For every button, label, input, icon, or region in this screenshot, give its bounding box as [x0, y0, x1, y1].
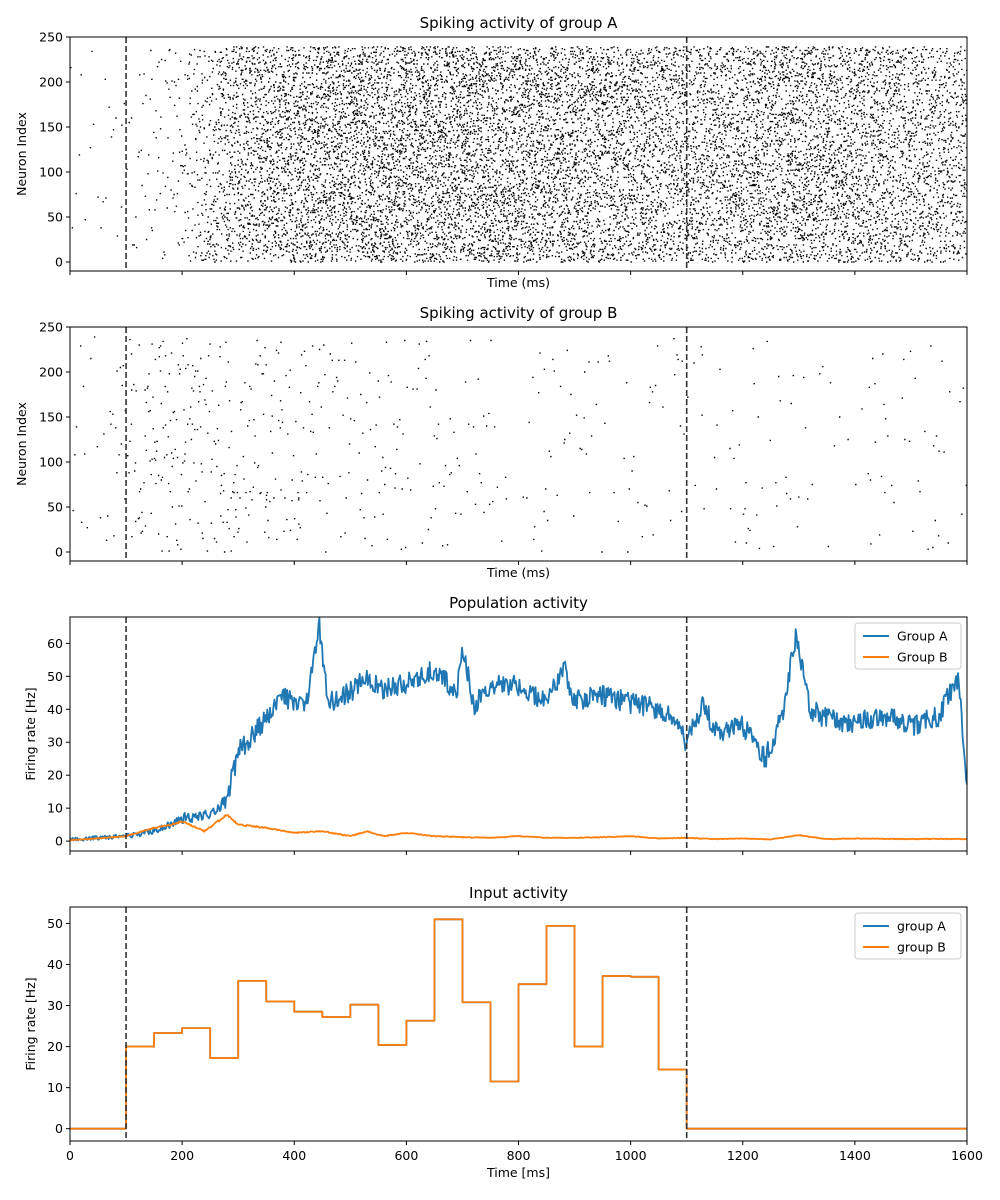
y-tick-label: 20 [47, 1039, 63, 1054]
axes-frame [69, 326, 968, 562]
series-line-group-b [70, 918, 967, 1130]
spike-markers [72, 336, 967, 553]
x-tick-label: 1000 [615, 1148, 647, 1163]
y-axis-label: Firing rate [Hz] [23, 687, 38, 780]
y-tick-label: 60 [47, 636, 63, 651]
y-axis-label: Firing rate [Hz] [23, 977, 38, 1070]
y-tick-label: 10 [47, 801, 63, 816]
legend: group A group B [854, 912, 962, 960]
y-tick-label: 40 [47, 702, 63, 717]
x-tick-label: 800 [507, 1148, 531, 1163]
plot-area [70, 46, 967, 263]
y-tick-label: 50 [47, 210, 63, 225]
x-tick-label: 1600 [951, 1148, 983, 1163]
y-tick-label: 250 [39, 30, 63, 45]
y-tick-label: 100 [39, 455, 63, 470]
x-axis-label: Time (ms) [486, 565, 550, 580]
plot-area [70, 617, 967, 842]
chart-title: Population activity [449, 594, 588, 612]
plot-area [72, 336, 967, 553]
y-tick-label: 50 [47, 669, 63, 684]
y-tick-label: 40 [47, 957, 63, 972]
y-tick-label: 30 [47, 735, 63, 750]
y-tick-label: 200 [39, 365, 63, 380]
y-tick-label: 30 [47, 998, 63, 1013]
legend-label: Group B [897, 650, 948, 665]
y-axis-label: Neuron Index [14, 402, 29, 486]
x-axis-label: Time [ms] [486, 1165, 550, 1180]
plot-area [70, 918, 967, 1130]
y-tick-label: 20 [47, 768, 63, 783]
y-tick-label: 150 [39, 120, 63, 135]
y-tick-label: 10 [47, 1080, 63, 1095]
series-line-group-a [70, 617, 967, 842]
y-tick-label: 0 [55, 255, 63, 270]
x-axis-label: Time (ms) [486, 275, 550, 290]
y-tick-label: 250 [39, 320, 63, 335]
y-tick-label: 50 [47, 500, 63, 515]
chart-title: Spiking activity of group A [420, 14, 618, 32]
legend-label: Group A [897, 629, 948, 644]
y-tick-label: 200 [39, 75, 63, 90]
y-tick-label: 50 [47, 916, 63, 931]
y-tick-label: 150 [39, 410, 63, 425]
chart-title: Input activity [469, 884, 568, 902]
series-line-group-b [70, 814, 967, 842]
chart-4: Input activity 0 10 20 30 40 50 0 200 400 600 800 10… [23, 884, 983, 1180]
chart-3: Population activity 0 10 20 30 40 50 60 Firing r… [23, 594, 968, 855]
x-tick-label: 600 [394, 1148, 418, 1163]
legend-label: group A [897, 919, 946, 934]
y-tick-label: 100 [39, 165, 63, 180]
x-tick-label: 1400 [839, 1148, 871, 1163]
legend-label: group B [897, 940, 946, 955]
chart-1: Spiking activity of group A 0 50 100 150 200 2… [14, 14, 968, 290]
y-tick-label: 0 [55, 545, 63, 560]
x-tick-label: 400 [282, 1148, 306, 1163]
chart-2: Spiking activity of group B 0 50 100 150 200 2… [14, 304, 968, 580]
y-tick-label: 0 [55, 834, 63, 849]
axes-frame [69, 616, 968, 852]
x-tick-label: 200 [170, 1148, 194, 1163]
axes-frame [69, 36, 968, 272]
y-tick-label: 0 [55, 1121, 63, 1136]
legend: Group A Group B [854, 622, 962, 670]
x-tick-label: 0 [66, 1148, 74, 1163]
y-axis-label: Neuron Index [14, 112, 29, 196]
x-tick-label: 1200 [727, 1148, 759, 1163]
chart-title: Spiking activity of group B [420, 304, 618, 322]
spike-markers [70, 46, 967, 263]
